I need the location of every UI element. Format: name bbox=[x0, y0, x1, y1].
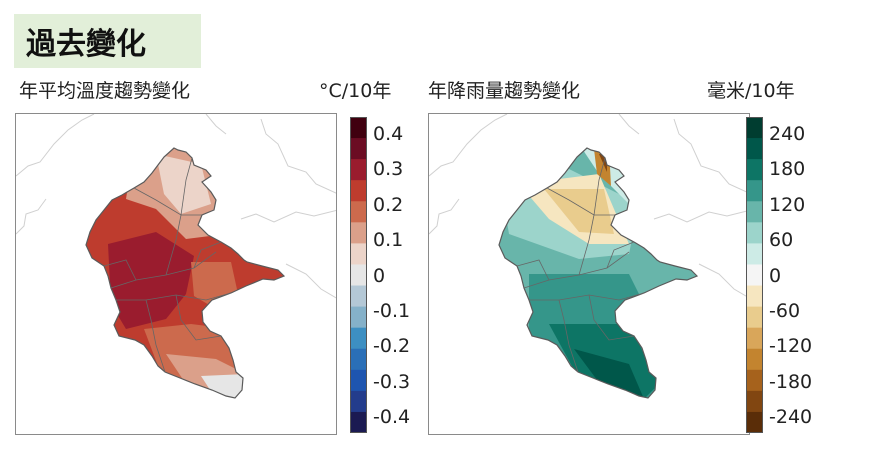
colorbar-swatch bbox=[350, 348, 367, 371]
colorbar-tick-label: 240 bbox=[769, 123, 806, 145]
colorbar-swatch bbox=[350, 222, 367, 244]
colorbar-swatch bbox=[350, 138, 367, 160]
colorbar-swatch bbox=[746, 306, 763, 329]
colorbar-swatch bbox=[746, 180, 763, 202]
colorbar-tick-label: -0.4 bbox=[373, 406, 411, 429]
temperature-colorbar bbox=[350, 117, 367, 433]
colorbar-swatch bbox=[350, 159, 367, 181]
rainfall-map bbox=[428, 113, 750, 435]
temperature-unit-label: °C/10年 bbox=[319, 80, 392, 102]
colorbar-tick-label: 0.2 bbox=[373, 193, 404, 216]
rainfall-colorbar bbox=[746, 117, 763, 433]
colorbar-swatch bbox=[746, 201, 763, 223]
colorbar-swatch bbox=[350, 201, 367, 223]
colorbar-swatch bbox=[350, 264, 367, 287]
colorbar-tick-label: 120 bbox=[769, 193, 806, 216]
colorbar-swatch bbox=[350, 306, 367, 329]
colorbar-tick-label: 0.4 bbox=[373, 123, 404, 145]
temperature-map-title: 年平均溫度趨勢變化 bbox=[19, 80, 191, 102]
colorbar-tick-label: 180 bbox=[769, 158, 806, 181]
colorbar-tick-label: 60 bbox=[769, 229, 794, 252]
colorbar-tick-label: -120 bbox=[769, 335, 813, 358]
colorbar-tick-label: -0.3 bbox=[373, 370, 411, 393]
section-title: 過去變化 bbox=[14, 14, 201, 68]
colorbar-tick-label: 0.3 bbox=[373, 158, 404, 181]
colorbar-swatch bbox=[746, 222, 763, 244]
temperature-map bbox=[15, 113, 337, 435]
colorbar-swatch bbox=[350, 390, 367, 413]
colorbar-tick-label: 0 bbox=[373, 264, 386, 287]
colorbar-tick-label: -180 bbox=[769, 370, 813, 393]
colorbar-tick-label: 0.1 bbox=[373, 229, 404, 252]
colorbar-swatch bbox=[746, 390, 763, 413]
colorbar-swatch bbox=[746, 243, 763, 265]
colorbar-swatch bbox=[746, 348, 763, 371]
colorbar-tick-label: -240 bbox=[769, 406, 813, 429]
colorbar-swatch bbox=[350, 117, 367, 139]
colorbar-tick-label: -60 bbox=[769, 300, 801, 322]
colorbar-swatch bbox=[746, 411, 763, 433]
colorbar-swatch bbox=[350, 180, 367, 202]
colorbar-swatch bbox=[746, 369, 763, 392]
colorbar-swatch bbox=[350, 327, 367, 350]
colorbar-swatch bbox=[350, 411, 367, 433]
colorbar-swatch bbox=[746, 159, 763, 181]
colorbar-tick-label: -0.1 bbox=[373, 300, 411, 322]
colorbar-swatch bbox=[350, 243, 367, 265]
colorbar-swatch bbox=[746, 117, 763, 139]
colorbar-swatch bbox=[746, 327, 763, 350]
colorbar-tick-label: 0 bbox=[769, 264, 782, 287]
colorbar-swatch bbox=[350, 285, 367, 308]
colorbar-swatch bbox=[350, 369, 367, 392]
colorbar-swatch bbox=[746, 138, 763, 160]
colorbar-swatch bbox=[746, 264, 763, 287]
rainfall-map-title: 年降雨量趨勢變化 bbox=[428, 80, 581, 102]
rainfall-unit-label: 毫米/10年 bbox=[707, 80, 795, 102]
colorbar-swatch bbox=[746, 285, 763, 308]
colorbar-tick-label: -0.2 bbox=[373, 335, 411, 358]
